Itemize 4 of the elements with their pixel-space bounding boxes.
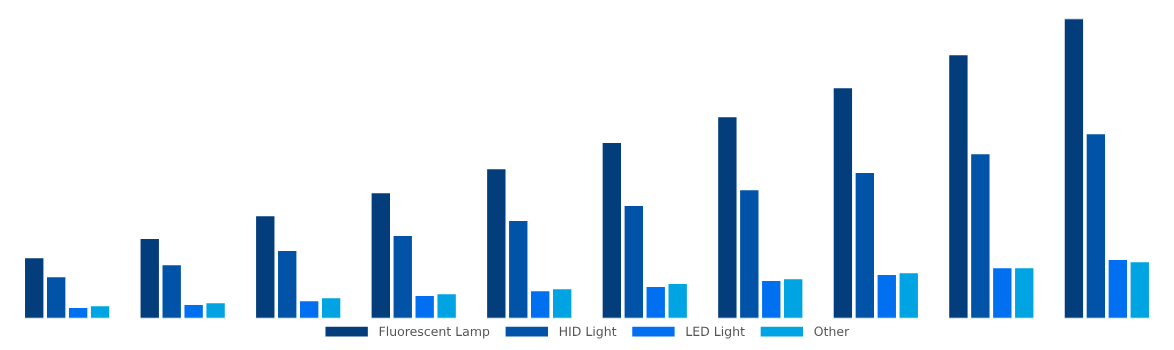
legend-label: Fluorescent Lamp bbox=[379, 326, 490, 339]
legend-label: HID Light bbox=[559, 326, 617, 339]
legend-label: LED Light bbox=[686, 326, 745, 339]
legend-label: Other bbox=[814, 326, 850, 337]
